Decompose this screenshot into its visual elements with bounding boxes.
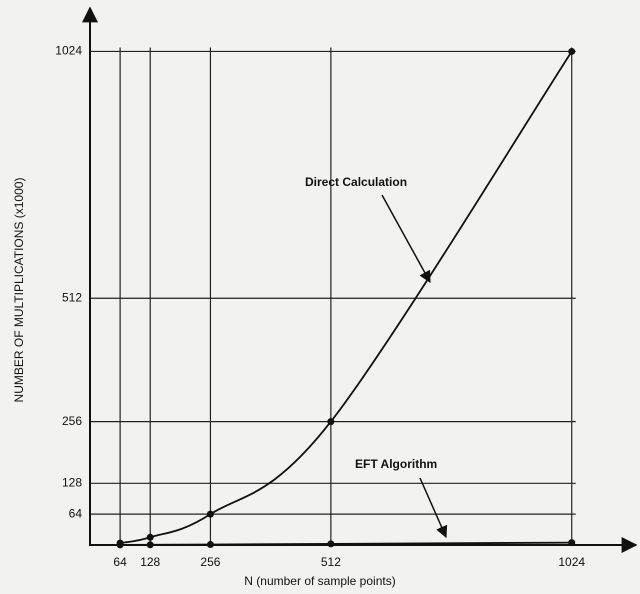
annotation-arrow: [381, 194, 431, 284]
data-point: [568, 539, 576, 547]
x-axis-label: N (number of sample points): [244, 574, 395, 588]
series-label: EFT Algorithm: [355, 457, 437, 471]
x-tick-label: 128: [140, 555, 160, 569]
data-point: [568, 47, 576, 55]
data-point: [327, 540, 335, 548]
data-point: [327, 418, 335, 426]
y-tick-label: 1024: [55, 44, 82, 58]
y-tick-label: 512: [62, 290, 82, 304]
data-point: [146, 541, 154, 549]
data-point: [146, 533, 154, 541]
data-point: [206, 541, 214, 549]
y-tick-label: 128: [62, 475, 82, 489]
data-point: [206, 510, 214, 518]
y-axis-label: NUMBER OF MULTIPLICATIONS (x1000): [12, 178, 26, 403]
data-point: [116, 541, 124, 549]
x-tick-label: 256: [200, 555, 220, 569]
series-label: Direct Calculation: [305, 175, 407, 189]
x-tick-label: 64: [113, 555, 127, 569]
x-tick-label: 1024: [558, 555, 585, 569]
annotation-arrow: [419, 477, 448, 539]
y-tick-label: 256: [62, 414, 82, 428]
y-tick-label: 64: [69, 506, 83, 520]
x-tick-label: 512: [321, 555, 341, 569]
grid: [90, 47, 576, 545]
